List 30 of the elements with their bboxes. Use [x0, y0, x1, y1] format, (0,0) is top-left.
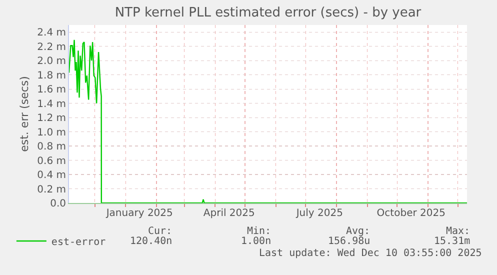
y-tick-label: 0.0 [50, 198, 66, 210]
y-tick-label: 0.6 m [37, 156, 66, 167]
y-axis-title: est. err (secs) [18, 76, 31, 152]
y-tick-label: 0.8 m [37, 142, 66, 153]
text: 120.40n [130, 236, 172, 247]
y-tick-label: 2.2 m [37, 42, 66, 53]
y-tick-label: 0.2 m [37, 184, 66, 196]
text: Cur: [148, 226, 172, 237]
x-tick-label: October 2025 [376, 208, 446, 219]
legend-label: est-error [51, 236, 106, 248]
text: Last update: Wed Dec 10 03:55:00 2025 [259, 248, 482, 259]
x-tick-label: July 2025 [295, 208, 343, 219]
text: Avg: [346, 226, 370, 237]
y-tick-label: 1.4 m [37, 98, 66, 110]
x-tick-label: April 2025 [203, 208, 255, 219]
text: 156.98u [328, 236, 370, 247]
y-tick-label: 1.0 m [37, 127, 66, 138]
y-tick-label: 1.2 m [37, 113, 66, 124]
text: Max: [446, 226, 470, 237]
text: 15.31m [434, 236, 470, 247]
x-tick-label: January 2025 [105, 208, 173, 219]
y-tick-label: 2.4 m [37, 28, 66, 39]
y-tick-label: 0.4 m [37, 170, 66, 182]
y-tick-label: 1.6 m [37, 84, 66, 96]
text: Min: [247, 226, 272, 237]
y-tick-label: 1.8 m [37, 70, 66, 82]
chart-title: NTP kernel PLL estimated error (secs) - by year [114, 6, 422, 21]
y-tick-label: 2.0 m [37, 56, 66, 68]
line-series [69, 39, 467, 203]
text: 1.00n [241, 236, 272, 247]
